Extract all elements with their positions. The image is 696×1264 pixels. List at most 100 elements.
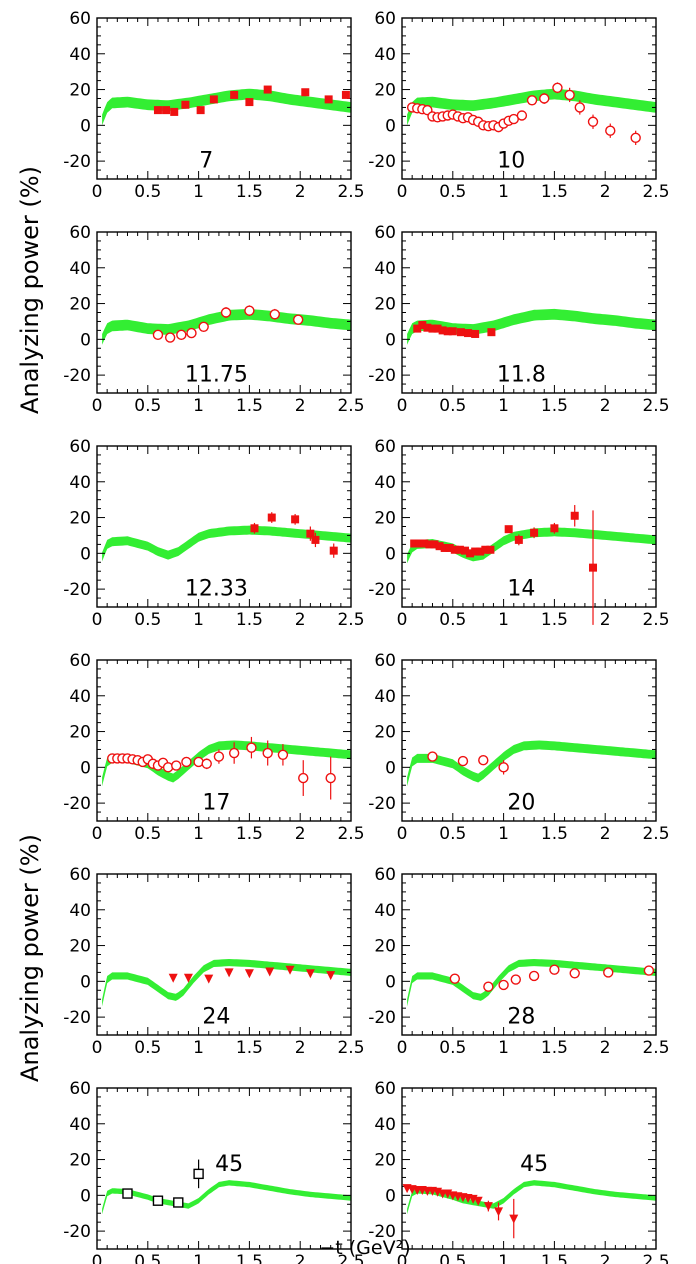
x-tick-label: 2	[600, 610, 611, 630]
x-axis-label: −t (GeV²)	[319, 1237, 410, 1259]
y-tick-label: 0	[80, 544, 91, 564]
data-point	[425, 540, 434, 549]
x-tick-label: 1	[193, 396, 204, 416]
data-point	[198, 321, 209, 333]
x-tick-label: 1.5	[236, 610, 263, 630]
data-point	[433, 324, 442, 333]
data-point	[262, 747, 273, 759]
data-point	[306, 529, 315, 538]
data-point	[427, 751, 438, 762]
data-point	[552, 82, 563, 93]
y-tick-label: 20	[69, 81, 91, 101]
y-tick-label: 20	[374, 81, 396, 101]
energy-label: 10	[497, 148, 525, 173]
x-tick-label: 0	[92, 182, 103, 202]
x-tick-label: 2.5	[337, 1038, 364, 1058]
data-point	[498, 762, 509, 773]
y-tick-label: 40	[374, 1115, 396, 1135]
data-point	[162, 106, 171, 115]
data-point	[152, 1195, 164, 1206]
y-tick-label: 40	[69, 901, 91, 921]
data-point	[516, 110, 528, 121]
y-tick-label: 0	[385, 1186, 396, 1206]
y-tick-label: -20	[63, 152, 91, 172]
y-tick-label: 0	[80, 1186, 91, 1206]
x-tick-label: 2	[295, 182, 306, 202]
x-tick-label: 1	[498, 824, 509, 844]
x-tick-label: 1	[193, 824, 204, 844]
data-point	[530, 528, 539, 537]
data-point	[466, 549, 475, 558]
model-band	[407, 308, 656, 345]
model-band	[102, 1180, 351, 1215]
data-point	[285, 965, 295, 975]
energy-label: 11.75	[185, 362, 248, 387]
data-point	[528, 970, 540, 982]
energy-label: 20	[507, 790, 535, 815]
x-tick-label: 2.5	[642, 182, 669, 202]
data-point	[487, 328, 496, 337]
y-tick-label: 20	[374, 937, 396, 957]
data-point	[574, 102, 585, 113]
data-point	[630, 132, 641, 144]
model-band	[102, 740, 351, 787]
y-tick-label: 60	[69, 9, 91, 29]
x-tick-label: 2.5	[642, 1038, 669, 1058]
y-tick-label: 20	[374, 723, 396, 743]
x-tick-label: 0	[92, 1252, 103, 1264]
x-tick-label: 2.5	[337, 182, 364, 202]
data-point	[435, 542, 444, 551]
x-tick-label: 2.5	[642, 824, 669, 844]
data-point	[564, 89, 575, 101]
data-point	[170, 107, 179, 116]
x-tick-label: 2	[295, 824, 306, 844]
data-point	[164, 332, 176, 343]
x-tick-label: 2.5	[337, 610, 364, 630]
data-point	[311, 535, 320, 544]
x-tick-label: 0.5	[439, 396, 466, 416]
y-axis-label-top: Analyzing power (%)	[16, 166, 44, 414]
x-tick-label: 0	[397, 1038, 408, 1058]
data-point	[550, 524, 559, 533]
y-tick-label: 60	[69, 651, 91, 671]
y-tick-label: 0	[80, 330, 91, 350]
x-tick-label: 2	[295, 396, 306, 416]
y-tick-label: 60	[69, 223, 91, 243]
data-point	[168, 973, 178, 983]
model-band	[102, 308, 351, 345]
data-point	[510, 974, 521, 985]
y-tick-label: 40	[374, 473, 396, 493]
data-point	[483, 1202, 493, 1212]
data-point	[228, 747, 240, 759]
y-tick-label: -20	[63, 1008, 91, 1028]
x-tick-label: 0.5	[439, 1038, 466, 1058]
y-tick-label: 0	[385, 758, 396, 778]
x-tick-label: 0.5	[439, 610, 466, 630]
x-tick-label: 2.5	[642, 610, 669, 630]
data-point	[193, 1168, 204, 1180]
data-point	[450, 545, 459, 554]
data-point	[509, 1214, 519, 1224]
data-point	[415, 539, 424, 548]
x-tick-label: 1.5	[541, 824, 568, 844]
model-band	[407, 959, 656, 1007]
data-point	[305, 969, 315, 979]
x-tick-label: 1	[193, 610, 204, 630]
y-tick-label: -20	[368, 794, 396, 814]
data-point	[428, 324, 437, 333]
data-point	[643, 965, 655, 976]
data-point	[587, 116, 599, 127]
y-tick-label: 20	[69, 295, 91, 315]
y-tick-label: 60	[374, 9, 396, 29]
x-tick-label: 1	[498, 182, 509, 202]
data-point	[413, 324, 422, 333]
y-tick-label: 40	[69, 259, 91, 279]
data-point	[494, 1207, 504, 1217]
